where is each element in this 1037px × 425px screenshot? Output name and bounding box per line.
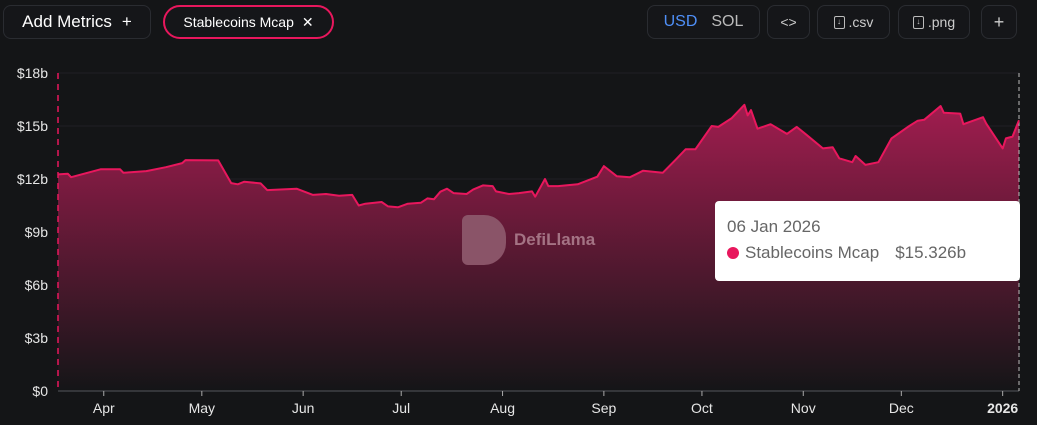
x-tick-label: Oct [691, 400, 713, 416]
series-area [58, 104, 1019, 392]
series-line [57, 103, 1020, 209]
tooltip-date: 06 Jan 2026 [727, 217, 821, 236]
file-download-icon: ↓ [833, 15, 845, 29]
x-tick-label: Dec [889, 400, 914, 416]
watermark: DefiLlama [462, 215, 595, 265]
x-tick-label: Sep [591, 400, 616, 416]
currency-toggle: USD SOL [647, 5, 760, 39]
add-metrics-label: Add Metrics [22, 12, 112, 31]
tooltip-value: $15.326b [895, 243, 967, 262]
close-icon[interactable]: ✕ [301, 13, 314, 30]
tooltip: 06 Jan 2026 Stablecoins Mcap $15.326b [715, 201, 1020, 281]
add-metrics-button[interactable]: Add Metrics + [3, 5, 151, 39]
embed-button[interactable]: <> [767, 5, 810, 39]
add-chart-button[interactable]: + [981, 5, 1017, 39]
x-tick-label: Jun [292, 400, 315, 416]
x-tick-label: Jul [392, 400, 410, 416]
currency-sol-button[interactable]: SOL [711, 13, 744, 30]
metric-chip-stablecoins-mcap[interactable]: Stablecoins Mcap ✕ [163, 5, 334, 39]
x-tick-label: Nov [791, 400, 816, 416]
png-label: .png [927, 14, 956, 30]
y-tick-label: $6b [25, 277, 49, 293]
download-csv-button[interactable]: ↓ .csv [817, 5, 890, 39]
plus-icon: + [993, 11, 1005, 32]
y-tick-label: $9b [25, 224, 49, 240]
y-tick-label: $3b [25, 330, 49, 346]
download-png-button[interactable]: ↓ .png [898, 5, 970, 39]
code-icon: <> [780, 14, 797, 30]
file-download-icon: ↓ [912, 15, 924, 29]
y-tick-label: $18b [17, 65, 48, 81]
y-tick-label: $0 [32, 383, 48, 399]
currency-usd-button[interactable]: USD [663, 13, 698, 30]
x-tick-label: Apr [93, 400, 115, 416]
metric-chip-label: Stablecoins Mcap [183, 14, 294, 30]
y-tick-label: $12b [17, 171, 48, 187]
x-tick-label: 2026 [987, 400, 1018, 416]
series-dot-icon [727, 247, 739, 259]
y-tick-label: $15b [17, 118, 48, 134]
x-tick-label: Aug [490, 400, 515, 416]
defillama-logo-icon [462, 215, 506, 265]
csv-label: .csv [848, 14, 874, 30]
tooltip-series: Stablecoins Mcap [745, 243, 880, 262]
x-tick-label: May [189, 400, 215, 416]
plus-icon: + [121, 12, 132, 31]
watermark-text: DefiLlama [514, 230, 596, 249]
